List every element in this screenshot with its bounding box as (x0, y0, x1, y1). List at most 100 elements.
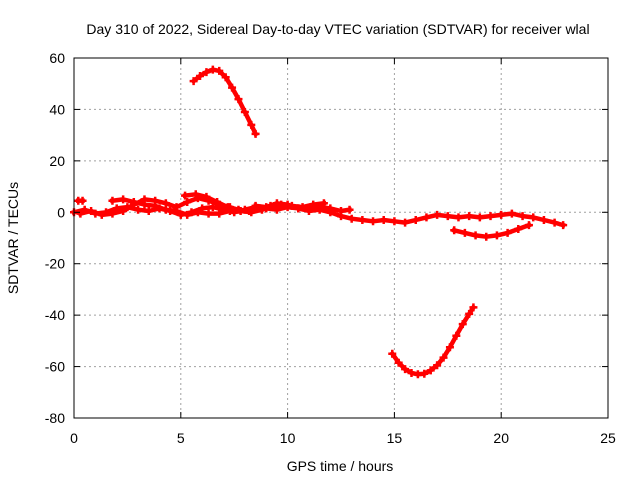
data-point (129, 198, 138, 206)
y-tick-label: 0 (57, 204, 65, 220)
data-point (503, 228, 512, 237)
data-point (559, 221, 568, 230)
data-point (458, 320, 467, 329)
data-point (443, 212, 452, 221)
data-point (422, 213, 431, 222)
data-point (379, 216, 388, 224)
data-point (191, 190, 200, 199)
data-point (407, 369, 416, 377)
data-point (181, 191, 190, 200)
data-point (492, 231, 501, 240)
tick-labels: 0 5 10 15 20 25 -80 -60 -40 -20 0 20 40 60 (45, 50, 616, 446)
data-point (221, 73, 230, 82)
data-point (262, 203, 271, 212)
data-point (87, 207, 96, 215)
data-point (140, 200, 149, 209)
x-tick-label: 10 (280, 430, 296, 446)
data-point (283, 200, 292, 209)
y-tick-label: -40 (45, 307, 65, 323)
data-point (183, 210, 192, 219)
data-point (108, 196, 117, 205)
series-line (253, 201, 353, 214)
series-arc-8 (189, 65, 260, 138)
data-point (486, 212, 495, 221)
data-point (433, 210, 442, 219)
data-point (452, 331, 461, 340)
data-point (433, 361, 442, 370)
data-point (161, 205, 170, 214)
data-point (475, 213, 484, 222)
y-tick-label: 60 (49, 50, 65, 66)
y-axis-label: SDTVAR / TECUs (5, 182, 21, 294)
data-point (183, 198, 192, 206)
data-point (272, 199, 281, 208)
data-point (471, 231, 480, 240)
data-point (315, 203, 324, 212)
data-point (76, 209, 85, 218)
data-point (524, 221, 533, 230)
x-tick-label: 0 (70, 430, 78, 446)
data-point (401, 365, 410, 374)
x-tick-label: 5 (177, 430, 185, 446)
y-tick-label: -80 (45, 410, 65, 426)
data-point (134, 205, 143, 214)
data-point (78, 196, 87, 205)
data-point (390, 217, 399, 226)
data-point (465, 309, 474, 318)
plot-border (73, 57, 609, 419)
data-point (550, 218, 559, 227)
data-point (369, 217, 378, 226)
data-point (240, 108, 249, 116)
data-point (251, 201, 260, 210)
series-layer (70, 65, 568, 379)
data-point (337, 207, 345, 215)
data-point (144, 207, 153, 215)
ticks (73, 57, 609, 419)
y-tick-label: -20 (45, 256, 65, 272)
y-tick-label: 40 (49, 101, 65, 117)
data-point (247, 120, 256, 129)
data-point (208, 65, 217, 74)
data-point (401, 218, 410, 227)
data-point (507, 209, 516, 218)
data-point (215, 66, 224, 75)
y-tick-label: 20 (49, 153, 65, 169)
data-point (394, 358, 403, 367)
data-point (539, 216, 548, 224)
series-arc-6 (74, 196, 87, 205)
data-point (234, 95, 243, 104)
data-point (119, 195, 128, 204)
data-point (223, 203, 232, 212)
data-point (426, 366, 435, 375)
data-point (445, 343, 454, 352)
x-axis-label: GPS time / hours (287, 458, 394, 474)
data-point (460, 228, 469, 237)
data-point (439, 353, 448, 362)
data-point (204, 209, 213, 218)
series-arc-7 (450, 221, 533, 241)
x-tick-label: 15 (387, 430, 403, 446)
data-point (497, 210, 506, 219)
data-point (358, 216, 367, 224)
data-point (347, 214, 356, 223)
data-point (454, 213, 463, 222)
data-point (108, 209, 117, 218)
series-arc-9 (388, 303, 478, 379)
data-point (97, 210, 106, 219)
x-tick-label: 20 (493, 430, 509, 446)
data-point (151, 201, 160, 210)
data-point (215, 209, 224, 218)
data-point (518, 212, 527, 221)
data-point (420, 369, 429, 378)
data-point (119, 207, 128, 215)
chart-title: Day 310 of 2022, Sidereal Day-to-day VTE… (86, 21, 589, 37)
series-arc-5 (251, 199, 354, 215)
data-point (304, 204, 313, 213)
data-point (411, 216, 420, 224)
data-point (172, 207, 181, 215)
data-point (465, 212, 474, 221)
data-point (193, 208, 202, 217)
data-point (469, 303, 478, 312)
data-point (450, 226, 459, 235)
data-point (345, 205, 354, 214)
